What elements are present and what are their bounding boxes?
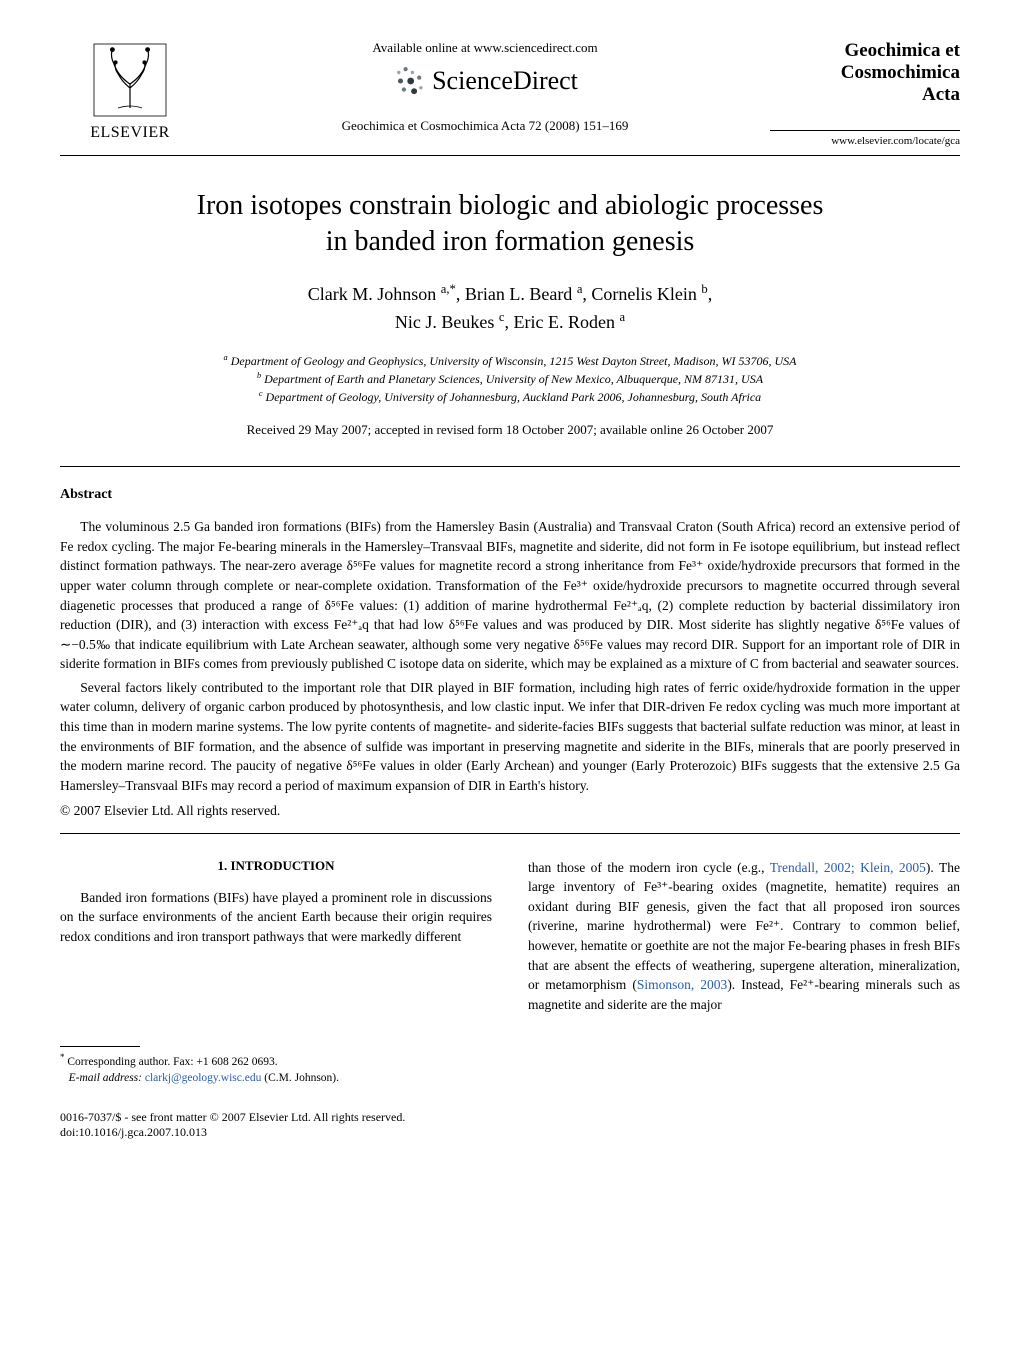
publisher-name: ELSEVIER [90, 124, 170, 142]
author-5-affil: a [619, 310, 625, 324]
citation-trendall-klein[interactable]: Trendall, 2002; Klein, 2005 [770, 860, 926, 875]
affiliations-block: a Department of Geology and Geophysics, … [60, 352, 960, 406]
horizontal-rule [60, 833, 960, 834]
page-header: ELSEVIER Available online at www.science… [60, 40, 960, 156]
corresponding-author-note: * Corresponding author. Fax: +1 608 262 … [60, 1051, 492, 1070]
journal-citation: Geochimica et Cosmochimica Acta 72 (2008… [200, 118, 770, 134]
left-column: 1. INTRODUCTION Banded iron formations (… [60, 858, 492, 1087]
affiliation-a: Department of Geology and Geophysics, Un… [231, 354, 797, 368]
abstract-copyright: © 2007 Elsevier Ltd. All rights reserved… [60, 801, 960, 821]
title-line-1: Iron isotopes constrain biologic and abi… [197, 190, 824, 221]
publisher-logo-block: ELSEVIER [60, 40, 200, 142]
page-footer: 0016-7037/$ - see front matter © 2007 El… [60, 1110, 960, 1140]
article-dates: Received 29 May 2007; accepted in revise… [60, 422, 960, 438]
abstract-para-2: Several factors likely contributed to th… [60, 678, 960, 795]
author-5: Eric E. Roden [514, 312, 620, 332]
sciencedirect-logo: ScienceDirect [200, 64, 770, 98]
journal-name-line2: Cosmochimica [770, 62, 960, 84]
journal-url: www.elsevier.com/locate/gca [770, 130, 960, 147]
intro-para-1-continued: than those of the modern iron cycle (e.g… [528, 858, 960, 1015]
authors-block: Clark M. Johnson a,*, Brian L. Beard a, … [60, 280, 960, 336]
author-1-affil: a,* [441, 282, 456, 296]
citation-simonson[interactable]: Simonson, 2003 [637, 977, 727, 992]
footer-line-2: doi:10.1016/j.gca.2007.10.013 [60, 1125, 960, 1140]
journal-name-line1: Geochimica et [770, 40, 960, 62]
available-online-text: Available online at www.sciencedirect.co… [200, 40, 770, 56]
section-1-body: Banded iron formations (BIFs) have playe… [60, 888, 492, 947]
corresponding-text: Corresponding author. Fax: +1 608 262 06… [67, 1056, 277, 1068]
two-column-body: 1. INTRODUCTION Banded iron formations (… [60, 858, 960, 1087]
sep: , [708, 284, 713, 304]
email-line: E-mail address: clarkj@geology.wisc.edu … [60, 1070, 492, 1086]
abstract-body: The voluminous 2.5 Ga banded iron format… [60, 517, 960, 820]
elsevier-tree-icon [90, 40, 170, 120]
article-title: Iron isotopes constrain biologic and abi… [60, 188, 960, 261]
author-4: Nic J. Beukes [395, 312, 499, 332]
abstract-heading: Abstract [60, 487, 960, 503]
author-2: Brian L. Beard [465, 284, 577, 304]
affiliation-c: Department of Geology, University of Joh… [266, 390, 762, 404]
text-run: ). The large inventory of Fe³⁺-bearing o… [528, 860, 960, 992]
corresponding-email[interactable]: clarkj@geology.wisc.edu [145, 1072, 262, 1084]
footnote-rule [60, 1046, 140, 1047]
sep: , [456, 284, 465, 304]
sciencedirect-text: ScienceDirect [432, 66, 578, 96]
section-1-body-continued: than those of the modern iron cycle (e.g… [528, 858, 960, 1015]
sciencedirect-icon [392, 64, 426, 98]
section-1-heading: 1. INTRODUCTION [60, 858, 492, 874]
title-line-2: in banded iron formation genesis [326, 226, 695, 257]
author-1: Clark M. Johnson [308, 284, 441, 304]
right-column: than those of the modern iron cycle (e.g… [528, 858, 960, 1087]
horizontal-rule [60, 466, 960, 467]
sep: , [505, 312, 514, 332]
header-center: Available online at www.sciencedirect.co… [200, 40, 770, 134]
journal-name-line3: Acta [770, 84, 960, 106]
author-3: Cornelis Klein [591, 284, 701, 304]
intro-para-1: Banded iron formations (BIFs) have playe… [60, 888, 492, 947]
journal-title-block: Geochimica et Cosmochimica Acta www.else… [770, 40, 960, 147]
abstract-para-1: The voluminous 2.5 Ga banded iron format… [60, 517, 960, 674]
affiliation-b: Department of Earth and Planetary Scienc… [264, 372, 763, 386]
text-run: than those of the modern iron cycle (e.g… [528, 860, 770, 875]
email-label: E-mail address: [69, 1072, 145, 1084]
footer-line-1: 0016-7037/$ - see front matter © 2007 El… [60, 1110, 960, 1125]
email-suffix: (C.M. Johnson). [261, 1072, 339, 1084]
footnotes: * Corresponding author. Fax: +1 608 262 … [60, 1051, 492, 1086]
